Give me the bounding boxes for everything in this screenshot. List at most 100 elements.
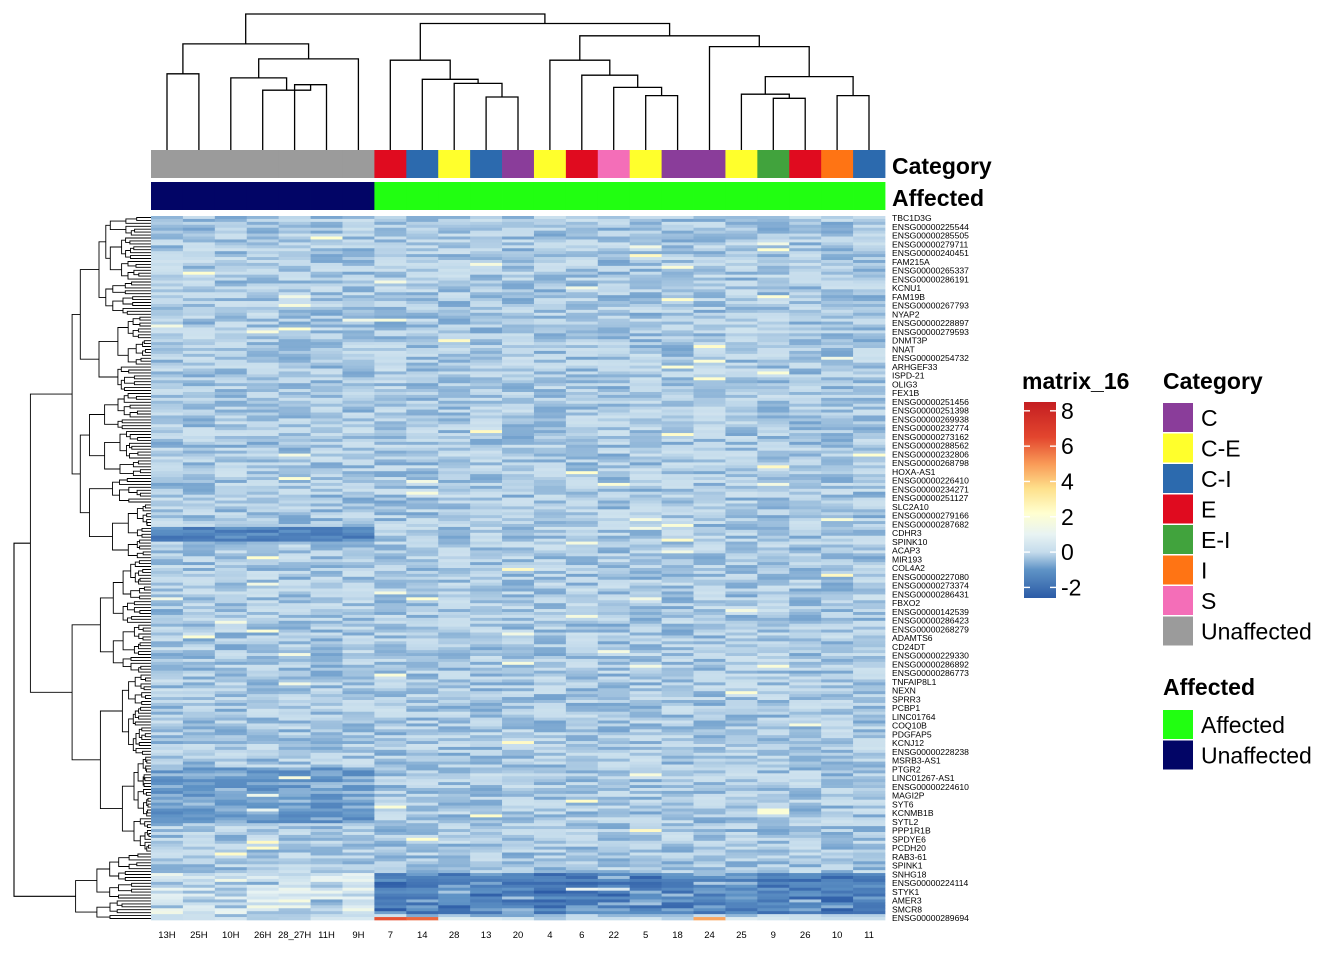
- heatmap-cell: [757, 594, 790, 598]
- heatmap-cell: [406, 348, 439, 352]
- heatmap-cell: [565, 438, 599, 443]
- heatmap-cell: [629, 650, 662, 654]
- heatmap-cell: [853, 424, 886, 428]
- heatmap-cell: [661, 406, 694, 410]
- heatmap-cell: [853, 650, 886, 654]
- heatmap-cell: [853, 380, 886, 384]
- heatmap-cell: [533, 301, 567, 305]
- heatmap-cell: [470, 588, 503, 592]
- heatmap-cell: [438, 488, 471, 493]
- heatmap-cell: [853, 265, 886, 270]
- heatmap-cell: [406, 268, 439, 273]
- heatmap-cell: [853, 755, 886, 760]
- heatmap-cell: [310, 694, 343, 698]
- heatmap-cell: [310, 629, 343, 633]
- heatmap-cell: [374, 755, 407, 760]
- heatmap-cell: [310, 438, 343, 443]
- heatmap-cell: [502, 397, 535, 402]
- heatmap-cell: [246, 673, 279, 677]
- heatmap-cell: [661, 744, 694, 748]
- heatmap-cell: [406, 438, 439, 443]
- heatmap-cell: [151, 556, 184, 560]
- heatmap-cell: [533, 585, 567, 589]
- heatmap-cell: [470, 606, 503, 610]
- dendrogram-branch: [143, 340, 151, 345]
- heatmap-cell: [214, 506, 248, 510]
- heatmap-cell: [757, 568, 790, 572]
- heatmap-cell: [151, 304, 184, 308]
- heatmap-cell: [757, 705, 790, 710]
- heatmap-cell: [597, 700, 631, 704]
- heatmap-cell: [757, 389, 790, 393]
- heatmap-cell: [502, 752, 535, 757]
- heatmap-cell: [565, 471, 599, 475]
- dendrogram-branch: [122, 631, 135, 651]
- heatmap-cell: [725, 641, 758, 645]
- heatmap-cell: [470, 702, 503, 707]
- heatmap-cell: [214, 638, 248, 642]
- heatmap-cell: [629, 274, 662, 278]
- heatmap-cell: [661, 409, 694, 413]
- heatmap-cell: [725, 617, 758, 622]
- heatmap-cell: [278, 650, 311, 654]
- heatmap-cell: [310, 676, 343, 680]
- heatmap-cell: [821, 635, 854, 639]
- heatmap-cell: [406, 653, 439, 657]
- heatmap-cell: [278, 274, 311, 278]
- heatmap-cell: [789, 271, 822, 276]
- dendrogram-branch: [145, 791, 151, 796]
- heatmap-cell: [533, 785, 567, 789]
- heatmap-cell: [246, 359, 279, 364]
- heatmap-cell: [278, 268, 311, 273]
- heatmap-cell: [757, 406, 790, 410]
- heatmap-cell: [438, 802, 471, 806]
- dendrogram-branch: [134, 694, 142, 704]
- heatmap-cell: [597, 274, 631, 278]
- heatmap-cell: [597, 242, 631, 246]
- dendrogram-branch: [147, 803, 151, 808]
- heatmap-cell: [182, 688, 216, 692]
- heatmap-cell: [310, 579, 343, 584]
- heatmap-cell: [182, 744, 216, 748]
- heatmap-cell: [310, 365, 343, 369]
- heatmap-cell: [853, 576, 886, 581]
- heatmap-cell: [182, 218, 216, 223]
- dendrogram-branch: [128, 498, 151, 503]
- heatmap-cell: [470, 421, 503, 425]
- heatmap-cell: [821, 518, 854, 522]
- heatmap-cell: [278, 670, 311, 674]
- heatmap-cell: [693, 735, 726, 739]
- heatmap-cell: [214, 447, 248, 452]
- heatmap-cell: [151, 600, 184, 604]
- heatmap-cell: [246, 738, 279, 742]
- heatmap-cell: [151, 799, 184, 804]
- heatmap-cell: [470, 635, 503, 639]
- heatmap-cell: [374, 702, 407, 707]
- heatmap-cell: [151, 500, 184, 504]
- heatmap-cell: [597, 245, 631, 249]
- heatmap-cell: [821, 500, 854, 504]
- heatmap-cell: [182, 342, 216, 346]
- heatmap-cell: [502, 732, 535, 736]
- heatmap-cell: [310, 758, 343, 762]
- heatmap-cell: [693, 274, 726, 278]
- heatmap-cell: [470, 491, 503, 496]
- heatmap-cell: [693, 304, 726, 308]
- heatmap-cell: [502, 661, 535, 666]
- heatmap-cell: [565, 436, 599, 440]
- heatmap-cell: [693, 318, 726, 322]
- heatmap-cell: [374, 295, 407, 299]
- heatmap-cell: [693, 667, 726, 672]
- heatmap-cell: [406, 714, 439, 718]
- dendrogram-branch: [143, 586, 151, 591]
- heatmap-cell: [725, 488, 758, 493]
- heatmap-cell: [565, 541, 599, 545]
- heatmap-cell: [533, 330, 567, 334]
- heatmap-cell: [182, 397, 216, 402]
- heatmap-cell: [565, 544, 599, 548]
- heatmap-cell: [502, 509, 535, 513]
- heatmap-cell: [182, 524, 216, 528]
- heatmap-cell: [821, 427, 854, 431]
- heatmap-cell: [151, 430, 184, 434]
- heatmap-cell: [693, 283, 726, 287]
